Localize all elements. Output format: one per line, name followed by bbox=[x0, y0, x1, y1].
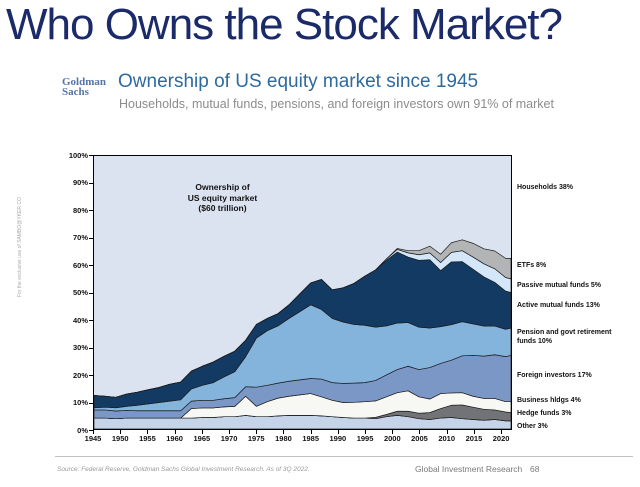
footer-right-label: Global Investment Research bbox=[415, 464, 523, 474]
x-tick-mark bbox=[256, 430, 258, 434]
x-tick-mark bbox=[501, 430, 503, 434]
x-tick-mark bbox=[392, 430, 394, 434]
page-number: 68 bbox=[530, 464, 540, 474]
annotation-line1: Ownership of bbox=[195, 182, 250, 192]
x-tick-label: 1980 bbox=[275, 434, 292, 443]
x-tick-mark bbox=[201, 430, 203, 434]
footer-divider bbox=[55, 456, 633, 457]
legend-other: Other 3% bbox=[517, 423, 548, 430]
y-tick-label: 100% bbox=[68, 150, 88, 160]
source-note: Source: Federal Reserve, Goldman Sachs G… bbox=[57, 466, 310, 473]
x-tick-label: 2015 bbox=[465, 434, 483, 443]
y-tick-mark bbox=[89, 430, 93, 431]
x-tick-label: 2005 bbox=[411, 434, 428, 443]
x-tick-label: 1985 bbox=[302, 434, 319, 443]
x-tick-label: 1960 bbox=[166, 434, 183, 443]
y-tick-mark bbox=[89, 210, 93, 211]
logo-line1: Goldman bbox=[62, 76, 107, 88]
x-tick-label: 1970 bbox=[220, 434, 238, 443]
y-tick-label: 70% bbox=[72, 233, 88, 242]
x-tick-label: 2020 bbox=[492, 434, 510, 443]
x-tick-mark bbox=[283, 430, 285, 434]
x-tick-label: 1965 bbox=[193, 434, 211, 443]
y-tick-mark bbox=[89, 347, 93, 349]
y-tick-mark bbox=[89, 320, 93, 321]
x-tick-mark bbox=[174, 430, 176, 434]
exclusive-use-watermark: For the exclusive use of SAMBO@YKER.CO bbox=[17, 197, 23, 297]
x-tick-mark bbox=[229, 430, 231, 434]
legend-business-holdings: Business hldgs 4% bbox=[517, 397, 581, 404]
y-tick-label: 40% bbox=[72, 315, 88, 325]
y-tick-label: 0% bbox=[77, 425, 88, 435]
x-tick-label: 1955 bbox=[139, 434, 156, 443]
stacked-area-svg bbox=[94, 239, 511, 429]
y-tick-label: 60% bbox=[72, 260, 88, 270]
x-tick-label: 2000 bbox=[383, 434, 401, 443]
plot-area bbox=[93, 155, 512, 430]
y-tick-mark bbox=[89, 375, 93, 376]
y-tick-mark bbox=[89, 182, 93, 184]
y-tick-mark bbox=[89, 155, 93, 156]
chart-heading: Ownership of US equity market since 1945 bbox=[118, 71, 479, 92]
x-tick-label: 1945 bbox=[84, 434, 102, 443]
y-tick-mark bbox=[89, 292, 93, 294]
x-tick-label: 1950 bbox=[111, 434, 129, 443]
x-tick-label: 1990 bbox=[329, 434, 347, 443]
y-tick-label: 20% bbox=[72, 370, 88, 380]
x-tick-label: 1995 bbox=[356, 434, 374, 443]
x-tick-mark bbox=[147, 430, 149, 434]
y-tick-mark bbox=[89, 237, 93, 239]
goldman-sachs-logo: Goldman Sachs bbox=[62, 76, 107, 98]
x-tick-label: 2010 bbox=[438, 434, 456, 443]
x-tick-mark bbox=[446, 430, 448, 434]
annotation-line3: ($60 trillion) bbox=[198, 203, 247, 214]
y-tick-mark bbox=[89, 265, 93, 266]
legend-active-mutual-funds: Active mutual funds 13% bbox=[517, 302, 600, 309]
x-tick-label: 1975 bbox=[247, 434, 265, 443]
x-tick-mark bbox=[310, 430, 312, 434]
legend-etfs: ETFs 8% bbox=[517, 262, 547, 269]
legend-hedge-funds: Hedge funds 3% bbox=[517, 410, 572, 417]
logo-line2: Sachs bbox=[62, 86, 89, 98]
y-tick-label: 50% bbox=[72, 288, 88, 297]
chart-subheading: Households, mutual funds, pensions, and … bbox=[119, 97, 554, 111]
y-tick-label: 90% bbox=[72, 178, 88, 187]
y-tick-label: 10% bbox=[72, 398, 88, 407]
legend-passive-mutual-funds: Passive mutual funds 5% bbox=[517, 282, 602, 289]
annotation-line2: US equity market bbox=[187, 192, 258, 203]
y-tick-mark bbox=[89, 402, 93, 404]
chart-annotation: Ownership of US equity market ($60 trill… bbox=[155, 182, 290, 214]
area-etfs bbox=[94, 239, 511, 398]
x-tick-mark bbox=[365, 430, 367, 434]
y-tick-label: 80% bbox=[72, 205, 88, 215]
y-tick-label: 30% bbox=[72, 343, 88, 352]
legend-households: Households 38% bbox=[517, 184, 574, 191]
x-tick-mark bbox=[93, 430, 94, 434]
legend-pension-funds: Pension and govt retirement funds 10% bbox=[517, 329, 612, 346]
x-tick-mark bbox=[419, 430, 421, 434]
legend-foreign-investors: Foreign investors 17% bbox=[517, 372, 592, 379]
x-tick-mark bbox=[337, 430, 339, 434]
x-tick-mark bbox=[120, 430, 122, 434]
page-title: Who Owns the Stock Market? bbox=[6, 0, 563, 49]
x-tick-mark bbox=[473, 430, 475, 434]
